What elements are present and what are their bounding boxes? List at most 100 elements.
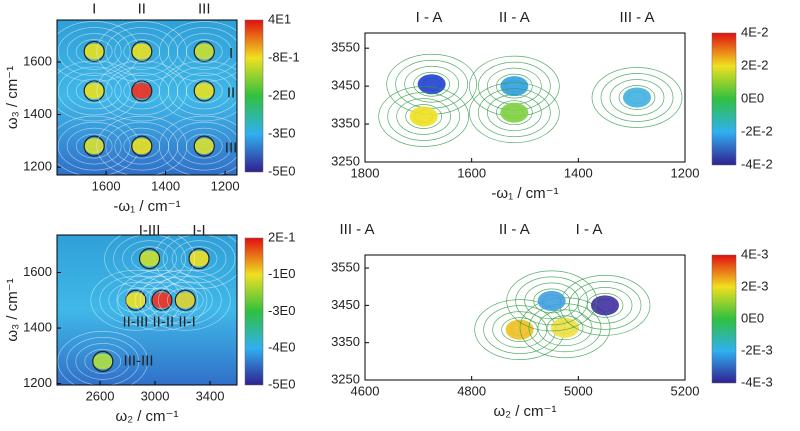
colorbar-label: 0E0 [741, 310, 764, 325]
plot-frame [56, 19, 238, 176]
peak-circle [83, 80, 105, 102]
contour-ring [166, 287, 204, 313]
contour-ring [533, 288, 571, 314]
colorbar-label: -5E0 [268, 163, 295, 178]
x-tick-label: 1600 [92, 178, 121, 193]
contour-ring [123, 78, 161, 104]
y-tick-label: 1200 [23, 375, 52, 390]
contour-ring [506, 270, 598, 332]
contour-ring [618, 85, 656, 110]
contour-ring [131, 246, 168, 271]
contour-ring [387, 92, 461, 141]
x-axis-label: ω₂ / cm⁻¹ [116, 408, 179, 425]
x-tick-label: 3000 [141, 388, 170, 403]
contour-ring [57, 66, 131, 116]
contour-ring [185, 133, 223, 159]
contour-ring [395, 59, 469, 109]
y-tick-label: 1600 [23, 264, 52, 279]
contour-ring [568, 281, 642, 330]
y-axis-label: ω₃ / cm⁻¹ [4, 278, 21, 341]
peak [194, 138, 215, 155]
colorbar-label: 2E-1 [268, 229, 295, 244]
colorbar [244, 237, 264, 386]
peak [417, 74, 446, 95]
peak [500, 102, 529, 123]
contour-ring [609, 79, 665, 116]
contour-ring [185, 78, 223, 104]
peak-circle [83, 40, 105, 63]
contour-ring [114, 127, 170, 165]
peak-circle [83, 135, 105, 157]
contour-ring [546, 315, 584, 341]
peak [84, 43, 105, 60]
colorbar-label: 4E-3 [741, 246, 768, 261]
y-tick-label: 3250 [331, 153, 360, 168]
colorbar-label: 0E0 [741, 90, 764, 105]
peak-circle [131, 80, 153, 102]
colorbar-label: -8E-1 [268, 49, 300, 64]
peak [505, 319, 534, 340]
contour-ring [116, 269, 208, 331]
colorbar-label: 4E1 [268, 11, 291, 26]
contour-ring [413, 71, 451, 97]
peak-circle [151, 289, 173, 311]
contour-ring [66, 127, 122, 165]
contour-ring [148, 275, 222, 325]
contour-ring [75, 78, 113, 104]
plot-content [57, 21, 237, 175]
contour-ring [114, 33, 170, 70]
contour-ring [396, 98, 452, 135]
contour-ring [468, 82, 560, 144]
annotation: I [229, 45, 233, 62]
contour-ring [66, 337, 140, 385]
colorbar-label: -3E0 [268, 303, 295, 318]
annotation: II - A [499, 9, 530, 26]
peak [175, 292, 196, 309]
contour-ring [519, 297, 611, 359]
contour-ring [123, 133, 161, 159]
annotation: II [138, 0, 146, 17]
plot-content [57, 235, 237, 385]
x-axis-label: -ω₁ / cm⁻¹ [113, 198, 180, 215]
y-tick-label: 3250 [331, 371, 360, 386]
x-tick-label: 1600 [457, 165, 486, 180]
annotation: I [92, 0, 96, 17]
contour-ring [57, 331, 149, 385]
peak [189, 250, 210, 267]
contour-ring [185, 39, 223, 64]
contour-ring [105, 121, 179, 171]
peak [131, 138, 152, 155]
contour-ring [66, 33, 122, 70]
colorbar [711, 254, 737, 384]
contour-ring [600, 73, 674, 122]
contour-ring [75, 133, 113, 159]
contour-ring [96, 115, 188, 175]
x-tick-label: 5200 [671, 383, 700, 398]
peak-circle [174, 289, 196, 311]
peak [151, 292, 172, 309]
y-tick-label: 3550 [331, 259, 360, 274]
plot-content [474, 270, 651, 360]
colorbar-label: -2E-3 [741, 342, 773, 357]
contour-ring [84, 349, 122, 374]
annotation: I-I [192, 222, 205, 239]
x-tick-label: 1400 [151, 178, 180, 193]
y-tick-label: 1400 [23, 319, 52, 334]
contour-ring [515, 276, 589, 326]
contour-ring [524, 282, 580, 320]
contour-ring [105, 27, 179, 76]
x-axis-label: ω₂ / cm⁻¹ [494, 403, 557, 420]
contour-ring [180, 246, 218, 271]
peak-circle [131, 135, 153, 157]
contour-ring [57, 27, 131, 76]
peak [131, 82, 152, 99]
contour-ring [171, 240, 227, 277]
x-axis-label: -ω₁ / cm⁻¹ [491, 185, 558, 202]
x-tick-label: 1400 [564, 165, 593, 180]
peak [131, 43, 152, 60]
y-axis-label: ω₃ / cm⁻¹ [4, 66, 21, 129]
contour-ring [167, 66, 237, 116]
contour-ring [167, 121, 237, 171]
y-tick-label: 1200 [23, 159, 52, 174]
plot-frame [56, 234, 238, 386]
